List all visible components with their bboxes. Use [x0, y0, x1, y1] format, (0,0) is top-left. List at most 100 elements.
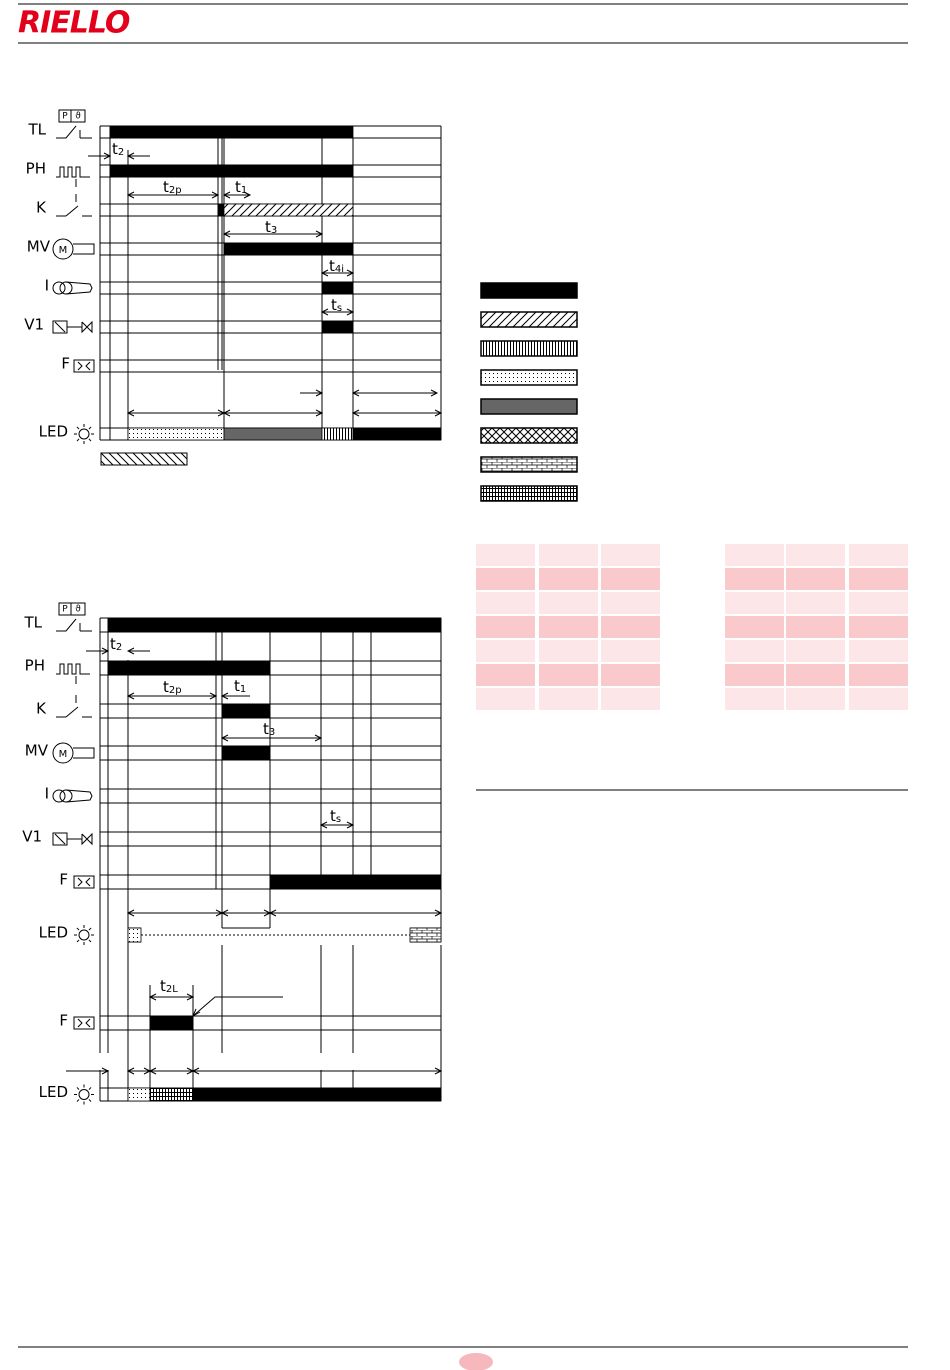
- timer-label: t2L: [160, 977, 178, 996]
- signal-label: LED: [39, 1083, 68, 1101]
- icon: [73, 243, 95, 255]
- signal-label: I: [45, 785, 49, 803]
- table-cell: [476, 640, 535, 662]
- signal-bar: [321, 281, 354, 295]
- arrow-head: [434, 909, 443, 917]
- timer-symbol: t: [265, 218, 271, 236]
- timer-subscript: 4i: [335, 264, 344, 275]
- table-cell: [725, 592, 784, 614]
- signal-label: PH: [25, 657, 45, 675]
- timer-subscript: 1: [240, 684, 246, 695]
- table-cell: [539, 544, 598, 566]
- arrow-head: [430, 389, 439, 397]
- timer-subscript: 2: [116, 642, 122, 653]
- timer-label: t2p: [163, 178, 182, 197]
- signal-bar: [107, 660, 271, 676]
- table-cell: [849, 616, 908, 638]
- icon: [81, 320, 93, 334]
- signal-bar: [127, 927, 142, 943]
- timer-symbol: t: [163, 678, 169, 696]
- table-cell: [601, 568, 660, 590]
- timer-symbol: t: [331, 296, 337, 314]
- legend-swatch: [480, 340, 578, 357]
- signal-label: MV: [25, 742, 49, 760]
- arrow-head: [126, 191, 135, 199]
- table-cell: [601, 664, 660, 686]
- signal-bar: [352, 427, 442, 441]
- icon: [56, 663, 90, 675]
- arrow-head: [148, 993, 157, 1001]
- timer-label: t4i: [329, 257, 344, 276]
- table-cell: [476, 616, 535, 638]
- table-cell: [601, 688, 660, 710]
- arrow-head: [320, 269, 329, 277]
- signal-label: K: [36, 199, 47, 217]
- signal-label: LED: [39, 924, 68, 942]
- timer-subscript: 3: [269, 727, 275, 738]
- timer-label: ts: [330, 807, 341, 826]
- table-cell: [539, 592, 598, 614]
- signal-label: K: [36, 700, 47, 718]
- icon: [56, 125, 77, 139]
- table-cell: [786, 544, 845, 566]
- signal-label: MV: [27, 238, 51, 256]
- arrow-head: [126, 692, 135, 700]
- table-cell: [476, 544, 535, 566]
- arrow-head: [351, 409, 360, 417]
- icon: [85, 361, 91, 371]
- page-number-badge: [459, 1353, 493, 1370]
- icon: [59, 789, 73, 803]
- signal-bar: [321, 427, 354, 441]
- icon: [85, 1018, 91, 1028]
- line: [54, 321, 66, 333]
- table-cell: [725, 640, 784, 662]
- table-cell: [539, 568, 598, 590]
- arrow-head: [126, 409, 135, 417]
- signal-label: V1: [24, 316, 44, 334]
- arrow-head: [220, 692, 229, 700]
- icon: [52, 789, 66, 803]
- icon: [77, 361, 83, 371]
- signal-label: LED: [39, 423, 68, 441]
- signal-bar: [223, 427, 323, 441]
- icon: [73, 359, 95, 373]
- arrow-head: [222, 230, 231, 238]
- signal-bar: [149, 1015, 194, 1031]
- arrow-head: [209, 692, 218, 700]
- arrow-head: [148, 1067, 157, 1075]
- arrow-head: [222, 191, 231, 199]
- timer-label: t1: [235, 178, 247, 197]
- icon: [77, 1018, 83, 1028]
- timer-subscript: 2: [118, 147, 124, 158]
- arrow-head: [315, 409, 324, 417]
- icon-text: P: [62, 112, 68, 122]
- legend-swatch: [100, 452, 188, 466]
- line: [65, 205, 79, 217]
- arrow-head: [101, 647, 110, 655]
- table-cell: [601, 592, 660, 614]
- icon: [85, 877, 91, 887]
- signal-label: PH: [26, 160, 46, 178]
- line: [65, 706, 79, 718]
- table-cell: [725, 544, 784, 566]
- icon: [73, 747, 95, 759]
- icon: [59, 281, 73, 295]
- icon: [52, 742, 74, 764]
- arrow-head: [314, 734, 323, 742]
- table-cell: [476, 664, 535, 686]
- table-cell: [601, 544, 660, 566]
- arrow-head: [126, 909, 135, 917]
- timer-subscript: s: [337, 303, 342, 314]
- table-cell: [786, 616, 845, 638]
- arrow-head: [319, 821, 328, 829]
- timer-subscript: 1: [241, 185, 247, 196]
- signal-bar: [221, 703, 271, 719]
- table-cell: [476, 688, 535, 710]
- icon: [78, 1089, 90, 1100]
- signal-bar: [192, 1087, 442, 1102]
- timer-symbol: t: [160, 977, 166, 995]
- signal-bar: [269, 874, 442, 890]
